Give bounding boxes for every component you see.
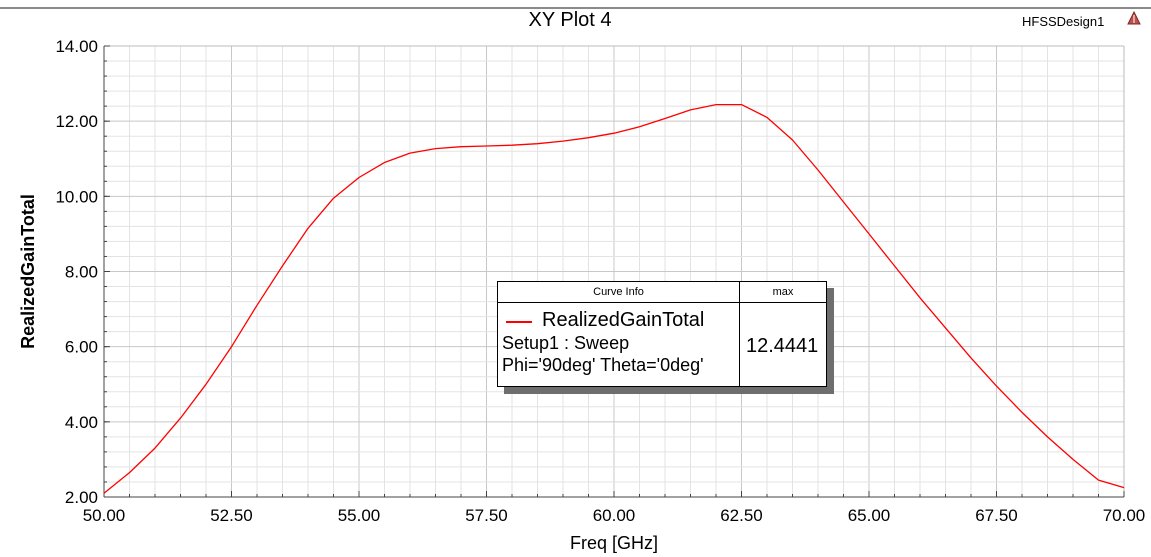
plot-title: XY Plot 4: [528, 9, 612, 31]
y-tick-label: 10.00: [55, 187, 98, 206]
y-tick-label: 12.00: [55, 112, 98, 131]
y-tick-label: 4.00: [65, 413, 98, 432]
y-tick-label: 8.00: [65, 263, 98, 282]
tick-labels: 50.00 52.50 55.00 57.50 60.00 62.50 65.00 67.50…: [18, 37, 1145, 553]
legend-max-value: 12.4441: [746, 335, 819, 357]
legend-trace-name[interactable]: RealizedGainTotal: [542, 309, 705, 331]
y-tick-label: 6.00: [65, 338, 98, 357]
legend-header-info: Curve Info: [498, 282, 740, 303]
legend-header-max: max: [740, 282, 826, 303]
x-tick-label: 50.00: [83, 506, 126, 525]
y-tick-label: 2.00: [65, 488, 98, 507]
x-tick-label: 55.00: [338, 506, 381, 525]
y-tick-label: 14.00: [55, 37, 98, 56]
legend-line-swatch: [506, 321, 532, 323]
x-axis-title: Freq [GHz]: [570, 533, 658, 553]
x-tick-label: 70.00: [1103, 506, 1146, 525]
design-name[interactable]: HFSSDesign1: [1022, 14, 1105, 29]
x-tick-label: 52.50: [210, 506, 253, 525]
axes: [103, 45, 1125, 498]
x-tick-label: 65.00: [848, 506, 891, 525]
x-tick-label: 60.00: [593, 506, 636, 525]
x-tick-label: 62.50: [720, 506, 763, 525]
hfss-triangle-icon[interactable]: [1127, 11, 1141, 25]
y-axis-title: RealizedGainTotal: [18, 194, 38, 349]
series-layer: [103, 103, 1125, 494]
x-tick-label: 67.50: [975, 506, 1018, 525]
legend-setup: Setup1 : Sweep: [502, 333, 630, 353]
x-tick-label: 57.50: [465, 506, 508, 525]
grid: [103, 45, 1125, 498]
series-line-realized-gain-total: [103, 103, 1125, 494]
legend-variation: Phi='90deg' Theta='0deg': [502, 355, 704, 375]
curve-info-legend[interactable]: Curve Info max RealizedGainTotal Setup1 …: [497, 281, 827, 387]
legend-divider: [739, 302, 740, 386]
top-rule: [0, 7, 1151, 9]
